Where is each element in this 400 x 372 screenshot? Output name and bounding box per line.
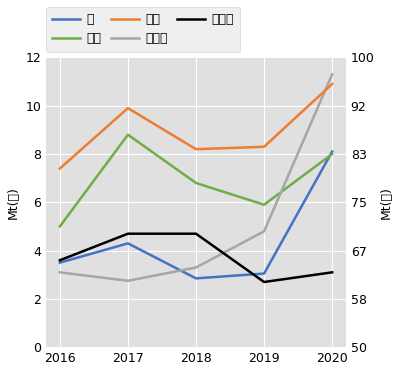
Y-axis label: Mt(톤): Mt(톤) (380, 186, 393, 219)
Legend: 밀, 보리, 대두, 옥수수, 유채씨: 밀, 보리, 대두, 옥수수, 유채씨 (46, 7, 240, 52)
Y-axis label: Mt(톤): Mt(톤) (7, 186, 20, 219)
